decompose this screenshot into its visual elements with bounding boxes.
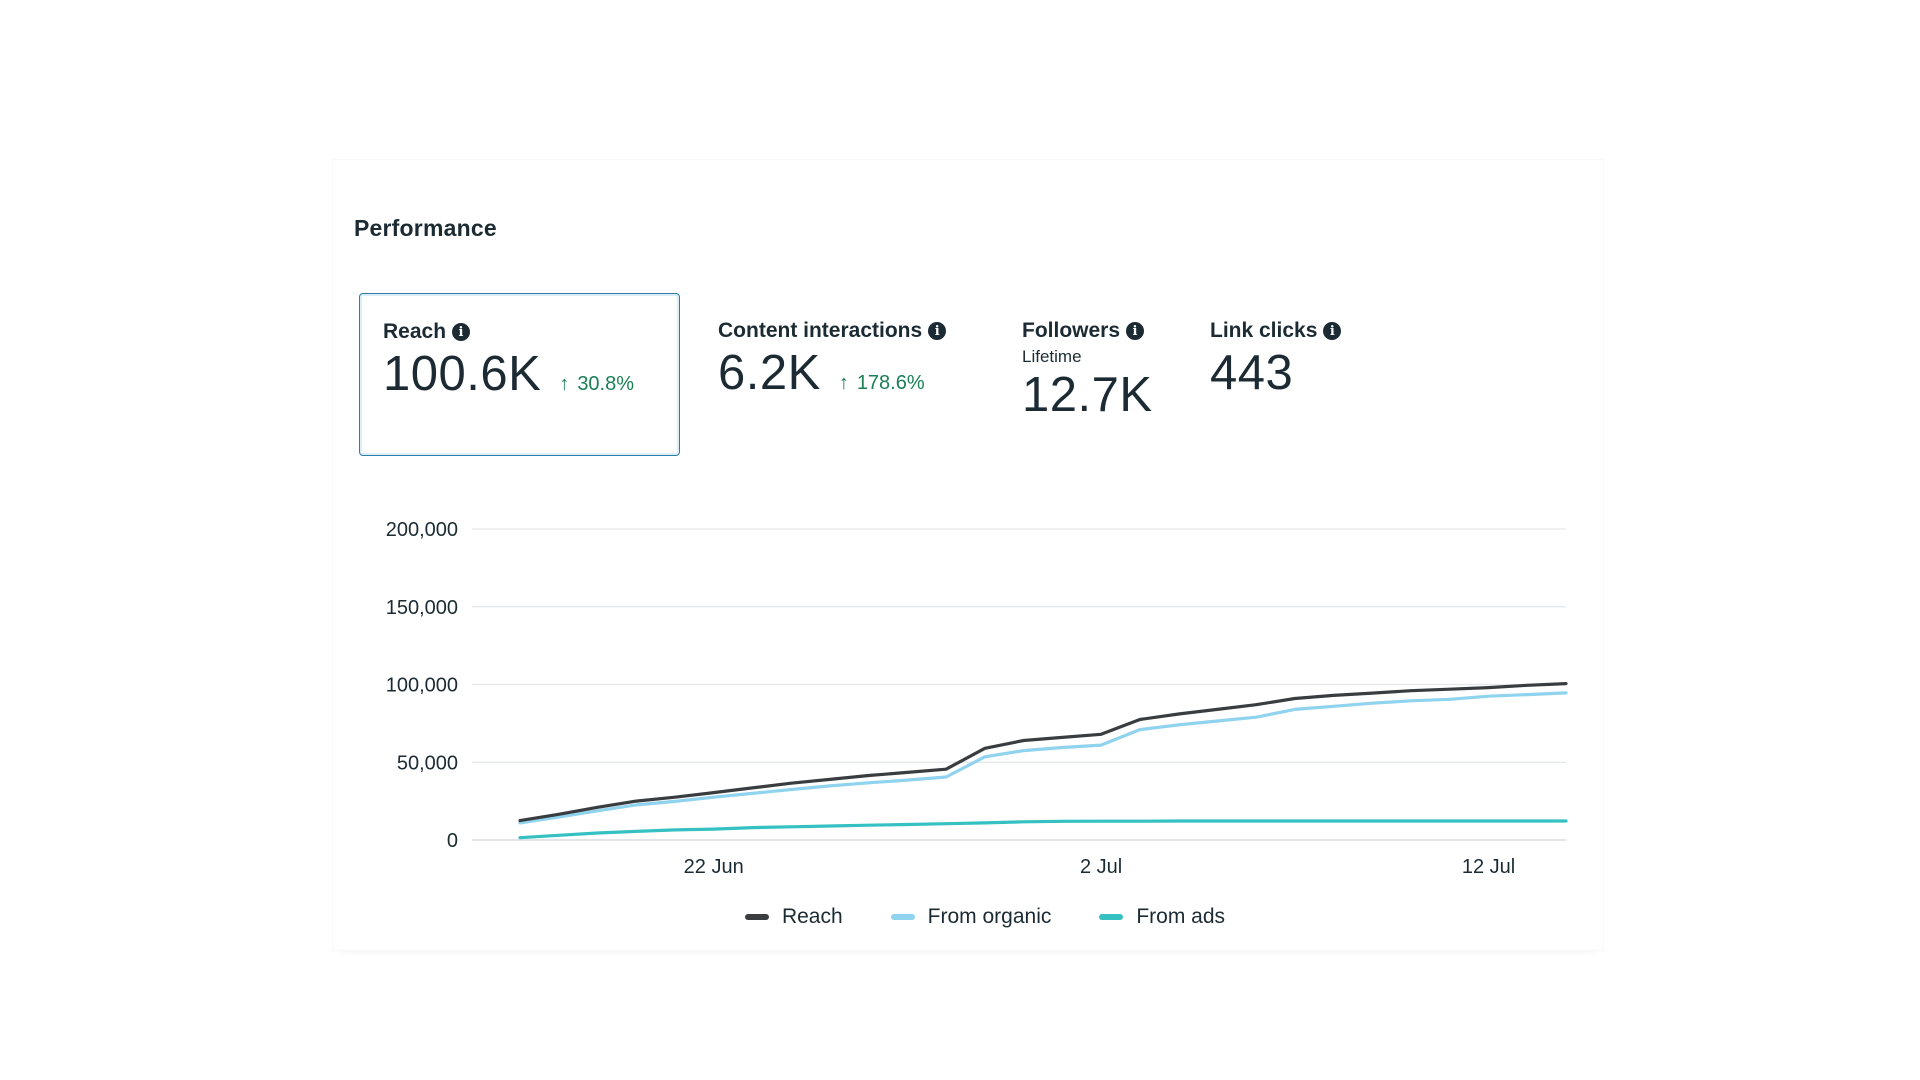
chart-y-axis: 0 50,000 100,000 150,000 200,000: [386, 519, 458, 852]
metric-label-reach: Reach: [383, 320, 447, 343]
legend-label: Reach: [781, 905, 843, 928]
metric-change-content-interactions-value: 178.6%: [856, 372, 925, 394]
info-icon[interactable]: i: [452, 323, 471, 341]
metric-label-followers: Followers: [1022, 319, 1121, 342]
metric-change-reach-value: 30.8%: [577, 373, 635, 395]
chart-gridlines: [472, 528, 1566, 841]
metric-label-link-clicks: Link clicks: [1210, 319, 1318, 342]
x-tick-label: 2 Jul: [1080, 856, 1122, 878]
series-line-from-ads: [518, 819, 1568, 840]
legend-label: From ads: [1136, 905, 1226, 928]
section-title: Performance: [354, 215, 497, 241]
metric-value-followers: 12.7K: [1022, 368, 1153, 422]
metric-change-content-interactions: ↑ 178.6%: [839, 372, 925, 395]
arrow-up-icon: ↑: [559, 373, 570, 395]
y-tick-label: 100,000: [386, 675, 458, 697]
metric-card-content-interactions[interactable]: Content interactions i 6.2K ↑ 178.6%: [718, 319, 947, 401]
x-tick-label: 12 Jul: [1462, 856, 1515, 878]
metric-card-followers[interactable]: Followers i Lifetime 12.7K: [1022, 319, 1153, 423]
chart-series: [518, 681, 1568, 840]
info-icon[interactable]: i: [1323, 322, 1342, 340]
metric-card-reach[interactable]: Reach i 100.6K ↑ 30.8%: [359, 293, 680, 456]
series-line-reach: [518, 681, 1568, 823]
legend-swatch: [744, 914, 769, 920]
metric-value-link-clicks: 443: [1210, 346, 1294, 400]
metric-value-reach: 100.6K: [383, 347, 542, 401]
legend-item-from-ads[interactable]: From ads: [1099, 905, 1225, 929]
legend-swatch: [890, 914, 915, 920]
arrow-up-icon: ↑: [838, 372, 849, 394]
info-icon[interactable]: i: [928, 322, 947, 340]
metric-value-content-interactions: 6.2K: [718, 346, 821, 400]
series-line-from-organic: [518, 691, 1568, 825]
legend-swatch: [1099, 914, 1124, 920]
y-tick-label: 200,000: [386, 519, 458, 541]
chart-legend: Reach From organic From ads: [0, 905, 1920, 929]
metric-card-link-clicks[interactable]: Link clicks i 443: [1210, 319, 1342, 401]
metric-change-reach: ↑ 30.8%: [559, 373, 634, 396]
legend-item-reach[interactable]: Reach: [744, 905, 843, 929]
y-tick-label: 50,000: [397, 752, 458, 774]
chart-x-axis: 22 Jun 2 Jul 12 Jul: [684, 856, 1516, 878]
x-tick-label: 22 Jun: [684, 856, 744, 878]
info-icon[interactable]: i: [1126, 322, 1145, 340]
legend-label: From organic: [927, 905, 1052, 928]
legend-item-from-organic[interactable]: From organic: [890, 905, 1052, 929]
y-tick-label: 0: [447, 830, 458, 852]
metric-label-content-interactions: Content interactions: [718, 319, 923, 342]
metric-sublabel-followers: Lifetime: [1022, 347, 1082, 366]
y-tick-label: 150,000: [386, 597, 458, 619]
